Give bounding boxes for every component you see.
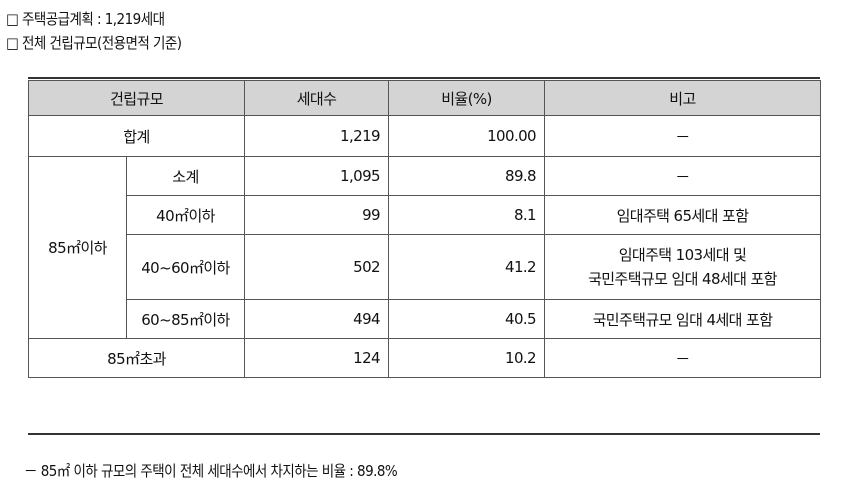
table-top-border bbox=[28, 77, 820, 79]
row-households: 99 bbox=[244, 195, 389, 235]
row-note: 임대주택 103세대 및 국민주택규모 임대 48세대 포함 bbox=[544, 234, 821, 300]
row-households: 494 bbox=[244, 299, 389, 339]
table-row: 40~60㎡이하 502 41.2 임대주택 103세대 및 국민주택규모 임대… bbox=[29, 234, 821, 300]
header-households: 세대수 bbox=[244, 80, 389, 116]
header-scale: 건립규모 bbox=[28, 80, 245, 116]
over-ratio: 10.2 bbox=[388, 338, 545, 378]
row-ratio: 8.1 bbox=[388, 195, 545, 235]
subtotal-label: 소계 bbox=[126, 156, 245, 196]
over-note: － bbox=[544, 338, 821, 378]
total-ratio: 100.00 bbox=[388, 115, 545, 157]
table-header-row: 건립규모 세대수 비율(%) 비고 bbox=[28, 80, 821, 116]
row-label: 40㎡이하 bbox=[126, 195, 245, 235]
table-row-total: 합계 1,219 100.00 － bbox=[28, 115, 821, 157]
group-label-85-under: 85㎡이하 bbox=[28, 156, 127, 339]
footnote: － 85㎡ 이하 규모의 주택이 전체 세대수에서 차지하는 비율 : 89.8… bbox=[24, 462, 398, 480]
row-label: 40~60㎡이하 bbox=[126, 234, 245, 300]
table-row-subtotal: 85㎡이하 소계 1,095 89.8 － bbox=[28, 156, 821, 339]
over-label: 85㎡초과 bbox=[28, 338, 245, 378]
row-note-line: 임대주택 103세대 및 bbox=[618, 246, 747, 264]
total-note: － bbox=[544, 115, 821, 157]
table-row: 40㎡이하 99 8.1 임대주택 65세대 포함 bbox=[29, 195, 821, 235]
row-ratio: 40.5 bbox=[388, 299, 545, 339]
heading-supply-plan: □ 주택공급계획 : 1,219세대 bbox=[6, 10, 165, 28]
total-households: 1,219 bbox=[244, 115, 389, 157]
over-households: 124 bbox=[244, 338, 389, 378]
total-label: 합계 bbox=[28, 115, 245, 157]
row-label: 60~85㎡이하 bbox=[126, 299, 245, 339]
table-bottom-border bbox=[28, 433, 820, 435]
row-ratio: 41.2 bbox=[388, 234, 545, 300]
header-ratio: 비율(%) bbox=[388, 80, 545, 116]
building-scale-table: 건립규모 세대수 비율(%) 비고 합계 1,219 100.00 － 85㎡이… bbox=[28, 80, 821, 378]
subtotal-ratio: 89.8 bbox=[388, 156, 545, 196]
subtotal-households: 1,095 bbox=[244, 156, 389, 196]
row-note: 국민주택규모 임대 4세대 포함 bbox=[544, 299, 821, 339]
row-note: 임대주택 65세대 포함 bbox=[544, 195, 821, 235]
table-row: 60~85㎡이하 494 40.5 국민주택규모 임대 4세대 포함 bbox=[29, 299, 821, 339]
header-note: 비고 bbox=[544, 80, 821, 116]
heading-building-scale: □ 전체 건립규모(전용면적 기준) bbox=[6, 34, 182, 52]
subtotal-note: － bbox=[544, 156, 821, 196]
row-note-line: 국민주택규모 임대 48세대 포함 bbox=[588, 270, 777, 288]
table-row-over-85: 85㎡초과 124 10.2 － bbox=[28, 338, 821, 378]
row-households: 502 bbox=[244, 234, 389, 300]
